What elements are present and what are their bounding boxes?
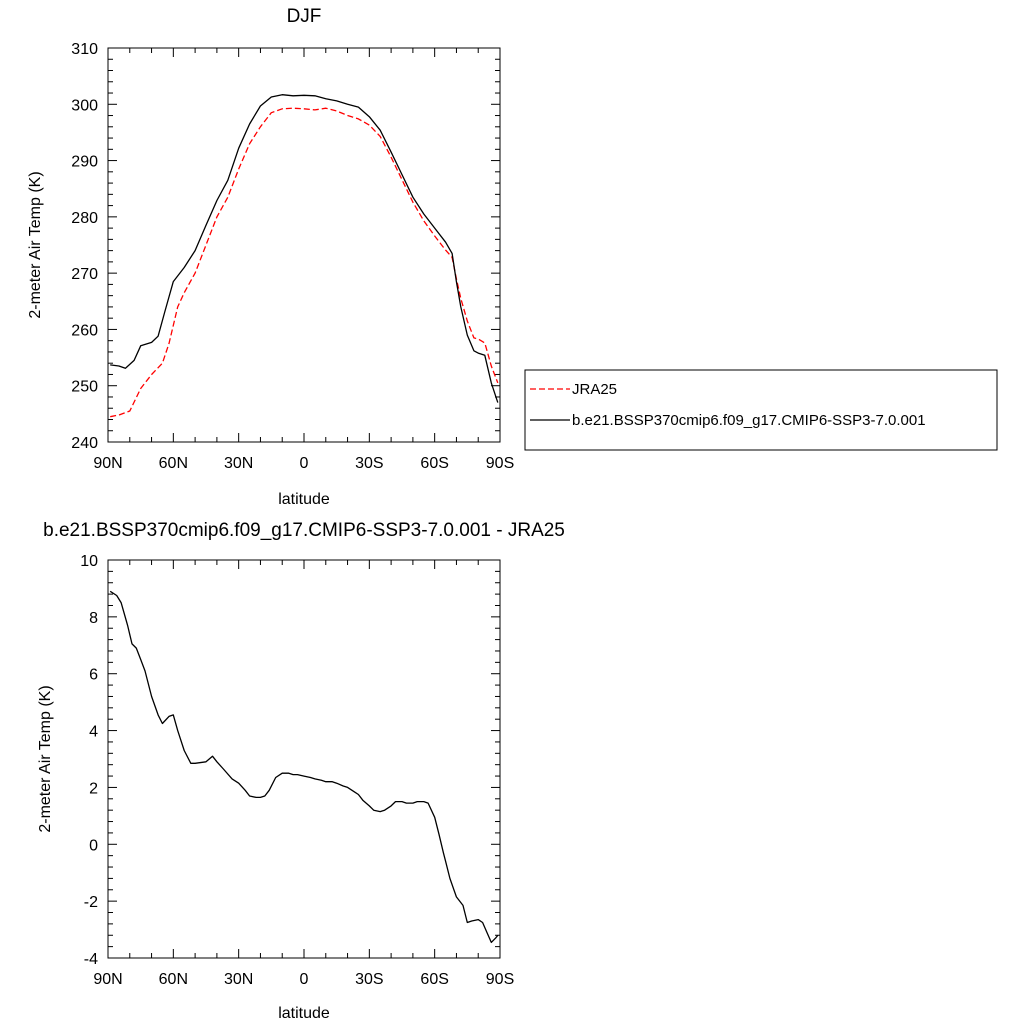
djf-series-line-0 bbox=[110, 107, 499, 418]
djf-y-tick-label: 270 bbox=[71, 266, 98, 283]
djf-x-tick-label: 60N bbox=[159, 455, 188, 472]
difference-y-tick-label: 2 bbox=[89, 780, 98, 797]
djf-y-tick-label: 290 bbox=[71, 154, 98, 171]
difference-panel: b.e21.BSSP370cmip6.f09_g17.CMIP6-SSP3-7.… bbox=[37, 520, 565, 1022]
djf-y-tick-label: 280 bbox=[71, 210, 98, 227]
difference-y-tick-label: -2 bbox=[84, 894, 98, 911]
difference-y-tick-label: 0 bbox=[89, 837, 98, 854]
djf-x-tick-label: 90S bbox=[486, 455, 514, 472]
djf-y-axis-label: 2-meter Air Temp (K) bbox=[27, 171, 44, 318]
difference-series-line-0 bbox=[109, 590, 499, 944]
djf-ticks: 90N 60N 30N 0 30S 60S 90S 240 250 260 270 280 290 300… bbox=[71, 41, 514, 472]
difference-y-axis-label: 2-meter Air Temp (K) bbox=[37, 685, 54, 832]
legend: JRA25 b.e21.BSSP370cmip6.f09_g17.CMIP6-S… bbox=[524, 369, 998, 451]
difference-x-tick-label: 60S bbox=[420, 971, 448, 988]
difference-ticks: 90N 60N 30N 0 30S 60S 90S -4 -2 0 2 4 6 8 10 bbox=[80, 553, 514, 988]
djf-x-tick-label: 90N bbox=[93, 455, 122, 472]
difference-y-tick-label: 8 bbox=[89, 610, 98, 627]
difference-x-tick-label: 30N bbox=[224, 971, 253, 988]
difference-x-tick-label: 90S bbox=[486, 971, 514, 988]
djf-series-line-1 bbox=[110, 94, 499, 403]
difference-y-tick-label: 10 bbox=[80, 553, 98, 570]
djf-x-tick-label: 0 bbox=[300, 455, 309, 472]
djf-y-tick-label: 300 bbox=[71, 97, 98, 114]
djf-y-tick-label: 250 bbox=[71, 379, 98, 396]
difference-y-tick-label: 6 bbox=[89, 667, 98, 684]
difference-plot-frame bbox=[107, 559, 501, 959]
legend-label-model: b.e21.BSSP370cmip6.f09_g17.CMIP6-SSP3-7.… bbox=[572, 412, 926, 429]
djf-y-tick-label: 260 bbox=[71, 322, 98, 339]
legend-label-jra25: JRA25 bbox=[572, 381, 617, 398]
difference-title: b.e21.BSSP370cmip6.f09_g17.CMIP6-SSP3-7.… bbox=[43, 520, 565, 541]
djf-x-tick-label: 60S bbox=[420, 455, 448, 472]
djf-x-tick-label: 30N bbox=[224, 455, 253, 472]
djf-y-tick-label: 310 bbox=[71, 41, 98, 58]
djf-y-tick-label: 240 bbox=[71, 435, 98, 452]
difference-x-tick-label: 30S bbox=[355, 971, 383, 988]
djf-panel: DJF latitude 2-meter Air Temp (K) 90N 60N… bbox=[27, 6, 514, 508]
difference-y-tick-label: 4 bbox=[89, 724, 98, 741]
difference-x-tick-label: 90N bbox=[93, 971, 122, 988]
djf-title: DJF bbox=[287, 6, 322, 27]
difference-x-tick-label: 0 bbox=[300, 971, 309, 988]
difference-y-tick-label: -4 bbox=[84, 951, 98, 968]
djf-x-axis-label: latitude bbox=[278, 491, 330, 508]
legend-box bbox=[524, 369, 998, 451]
djf-x-tick-label: 30S bbox=[355, 455, 383, 472]
difference-series bbox=[109, 590, 499, 944]
difference-x-tick-label: 60N bbox=[159, 971, 188, 988]
djf-series bbox=[110, 94, 499, 418]
difference-x-axis-label: latitude bbox=[278, 1005, 330, 1022]
